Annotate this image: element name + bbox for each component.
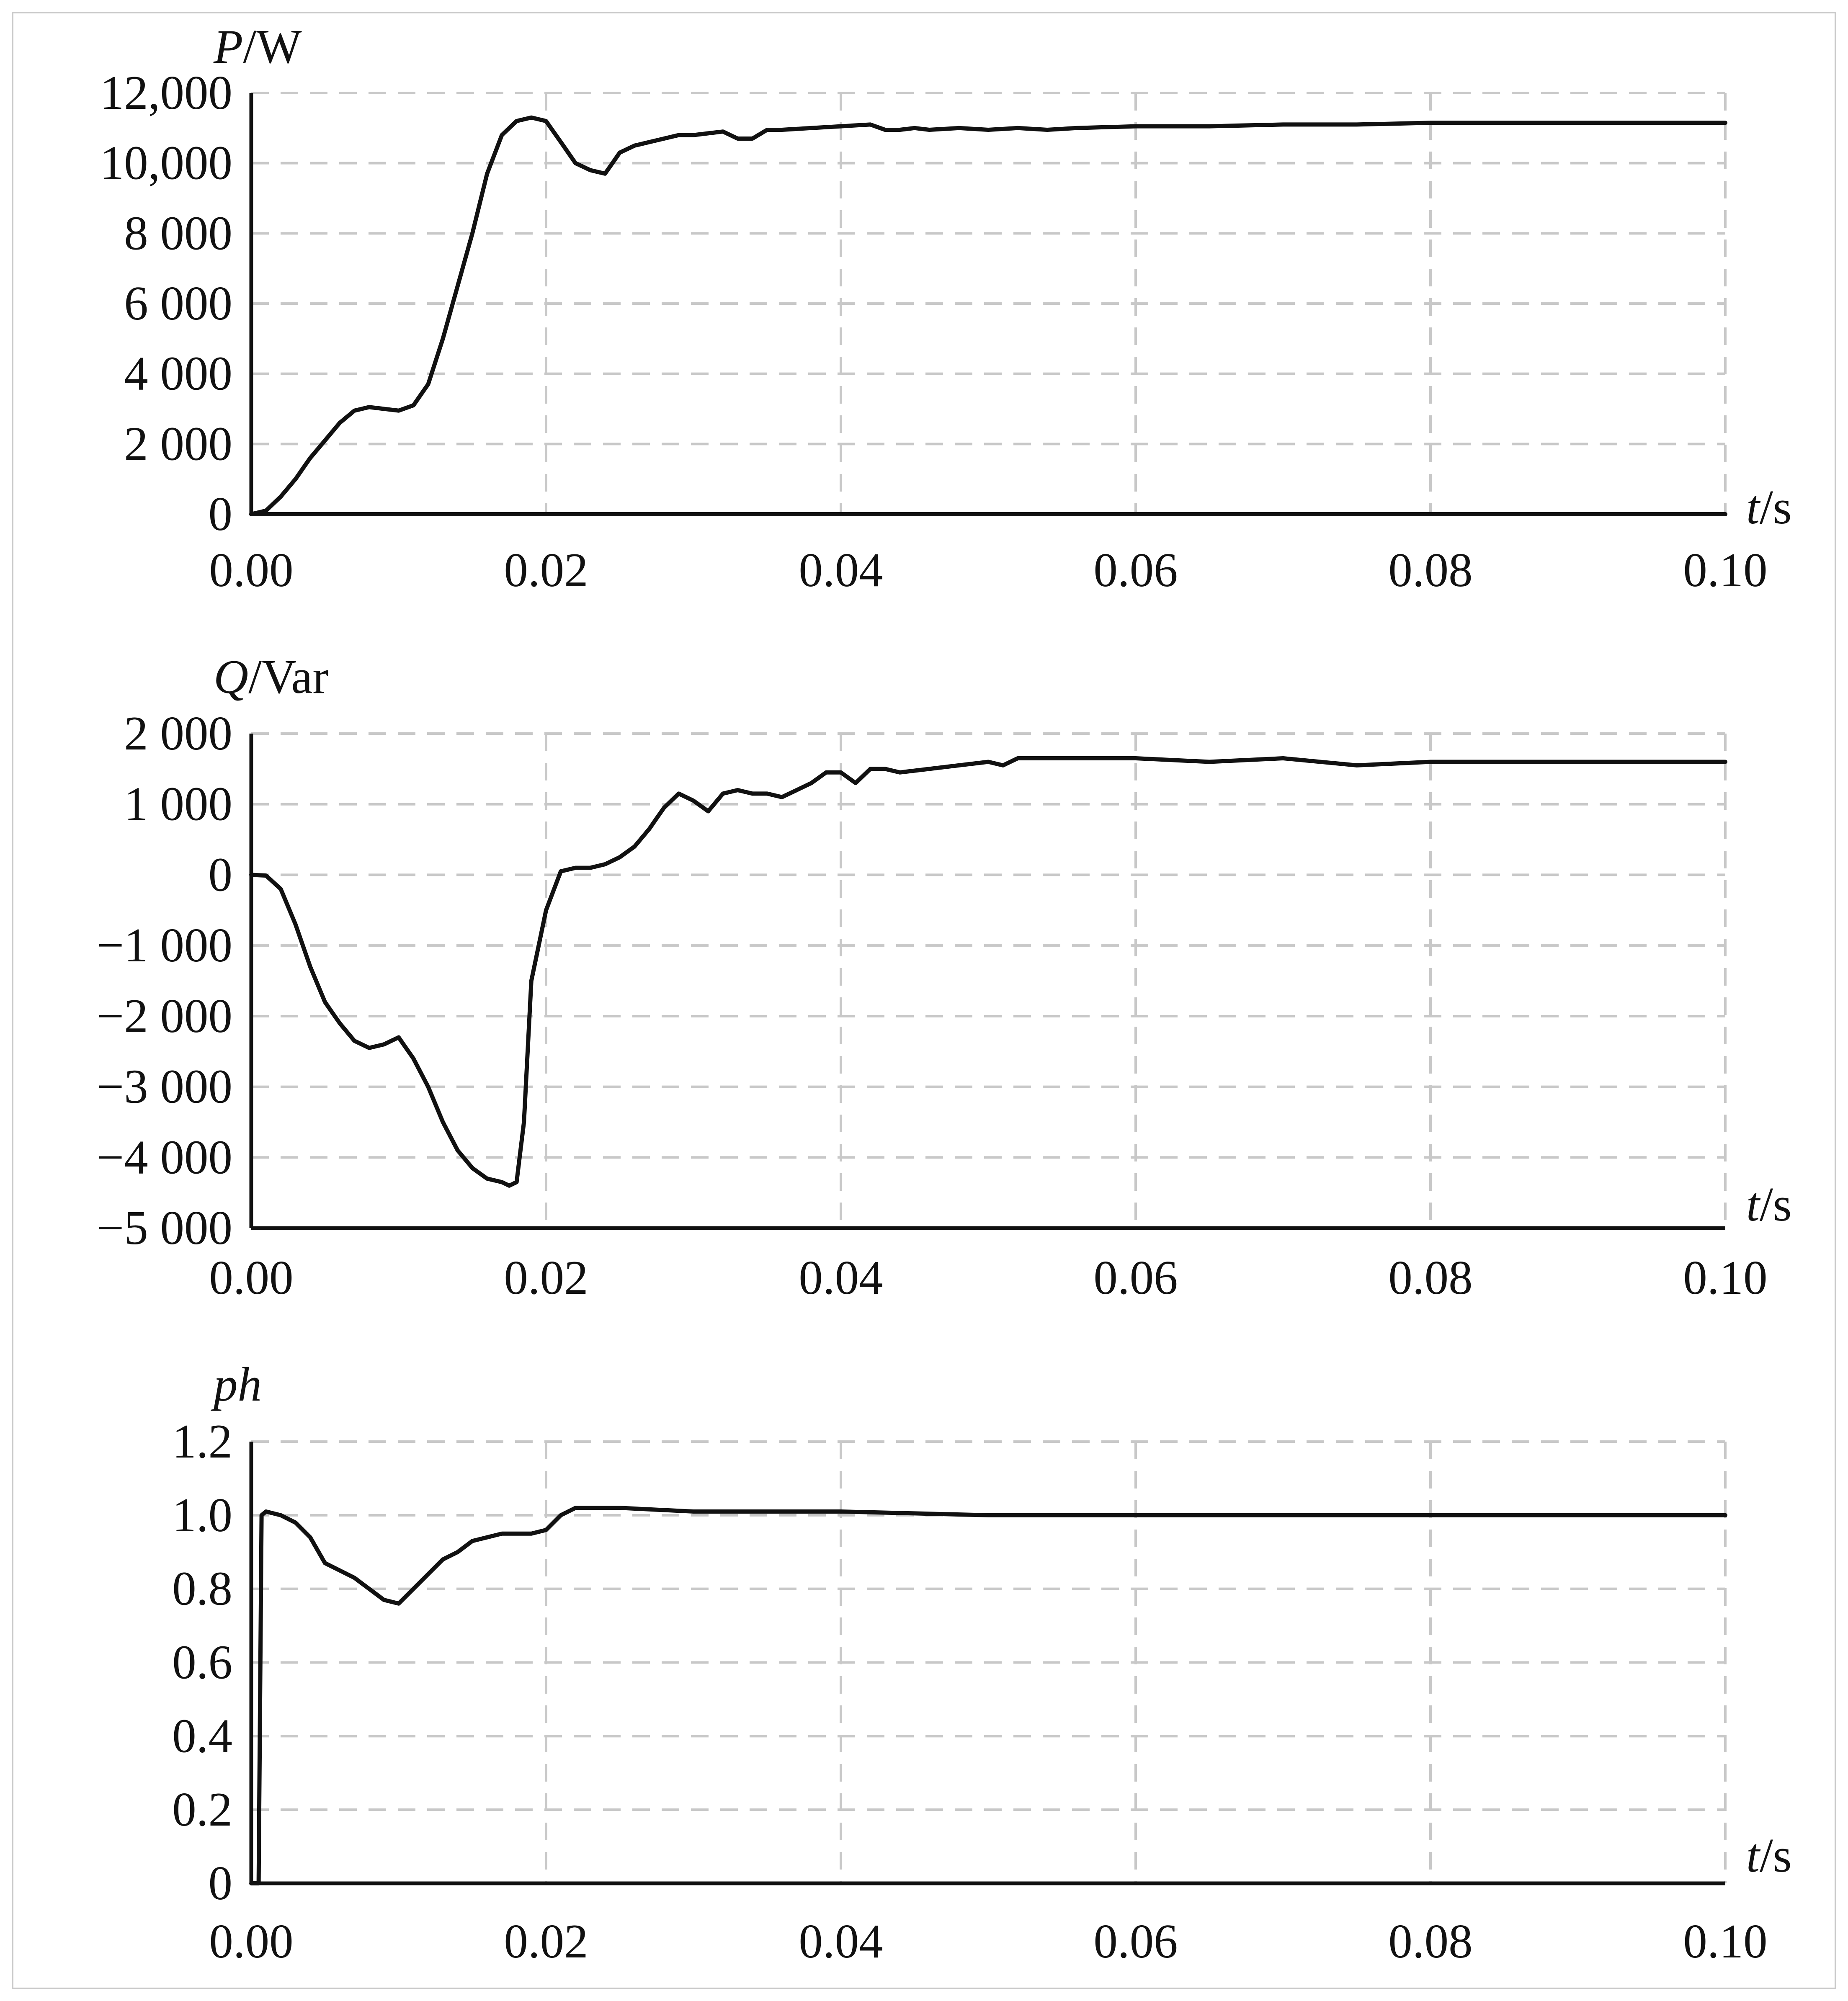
y-axis-unit: /W <box>243 20 302 73</box>
chart-panel-2: −5 000 −4 000 −3 000 −2 000 −1 000 0 1 000 2 00… <box>97 650 1791 1304</box>
chart-panel-3: 0 0.2 0.4 0.6 0.8 1.0 1.2 0.00 0.02 0.04 0.06 0.08 0… <box>172 1358 1791 1968</box>
figure-frame <box>12 12 1836 1989</box>
y-tick-label: 1.2 <box>172 1415 232 1468</box>
x-tick-label: 0.02 <box>504 1915 588 1968</box>
y-axis-symbol: ph <box>211 1358 262 1411</box>
chart-panel-1: 0 2 000 4 000 6 000 8 000 10,000 12,000 0.00 0.0… <box>100 20 1792 597</box>
y-tick-label: 2 000 <box>124 417 232 470</box>
x-tick-label: 0.00 <box>209 1915 293 1968</box>
y-tick-label: 0 <box>209 848 233 901</box>
y-tick-label: 8 000 <box>124 206 232 260</box>
x-tick-label: 0.08 <box>1388 543 1472 597</box>
y-tick-label: 1 000 <box>124 778 232 831</box>
x-tick-label: 0.02 <box>504 543 588 597</box>
x-axis-symbol: t <box>1746 1829 1761 1882</box>
x-axis-unit: /s <box>1760 1178 1792 1231</box>
y-tick-label: 0.8 <box>172 1562 232 1615</box>
y-axis-label: P/W <box>213 20 302 73</box>
y-axis-label: Q/Var <box>214 650 329 703</box>
y-tick-label: 0.2 <box>172 1783 232 1836</box>
x-tick-label: 0.04 <box>799 543 883 597</box>
x-tick-label: 0.04 <box>799 1915 883 1968</box>
x-tick-label: 0.00 <box>209 543 293 597</box>
y-tick-label: −4 000 <box>97 1131 232 1184</box>
y-axis-unit: /Var <box>248 650 329 703</box>
x-tick-label: 0.10 <box>1683 1915 1767 1968</box>
y-axis-symbol: P <box>213 20 243 73</box>
x-tick-label: 0.04 <box>799 1251 883 1304</box>
series-line-1 <box>249 115 1727 516</box>
x-axis-label: t/s <box>1746 1178 1792 1231</box>
x-axis-label: t/s <box>1746 481 1792 534</box>
y-tick-label: 10,000 <box>100 136 232 190</box>
y-tick-label: 4 000 <box>124 347 232 400</box>
y-tick-label: 2 000 <box>124 707 232 760</box>
y-tick-label: −5 000 <box>97 1201 232 1254</box>
y-tick-label: 0.6 <box>172 1636 232 1689</box>
y-tick-label: 12,000 <box>100 66 232 119</box>
x-axis-symbol: t <box>1746 1178 1761 1231</box>
y-tick-label: −2 000 <box>97 989 232 1043</box>
x-axis-unit: /s <box>1760 481 1792 534</box>
x-tick-label: 0.06 <box>1093 1251 1178 1304</box>
x-tick-label: 0.06 <box>1093 543 1178 597</box>
y-axis-symbol: Q <box>214 650 248 703</box>
y-tick-label: 1.0 <box>172 1489 232 1542</box>
series-line-1 <box>249 1506 1727 1885</box>
x-tick-label: 0.06 <box>1093 1915 1178 1968</box>
y-tick-label: 0 <box>209 487 233 541</box>
x-tick-label: 0.00 <box>209 1251 293 1304</box>
y-tick-label: 0.4 <box>172 1709 232 1762</box>
x-tick-label: 0.10 <box>1683 1251 1767 1304</box>
x-tick-label: 0.08 <box>1388 1915 1472 1968</box>
x-tick-label: 0.10 <box>1683 543 1767 597</box>
x-axis-label: t/s <box>1746 1829 1792 1882</box>
y-tick-label: −1 000 <box>97 919 232 972</box>
x-axis-symbol: t <box>1746 481 1761 534</box>
y-tick-label: −3 000 <box>97 1060 232 1113</box>
y-tick-label: 0 <box>209 1857 233 1910</box>
x-tick-label: 0.02 <box>504 1251 588 1304</box>
y-axis-label: ph <box>211 1358 262 1411</box>
x-tick-label: 0.08 <box>1388 1251 1472 1304</box>
series-line-1 <box>249 756 1727 1188</box>
x-axis-unit: /s <box>1760 1829 1792 1882</box>
y-tick-label: 6 000 <box>124 277 232 330</box>
